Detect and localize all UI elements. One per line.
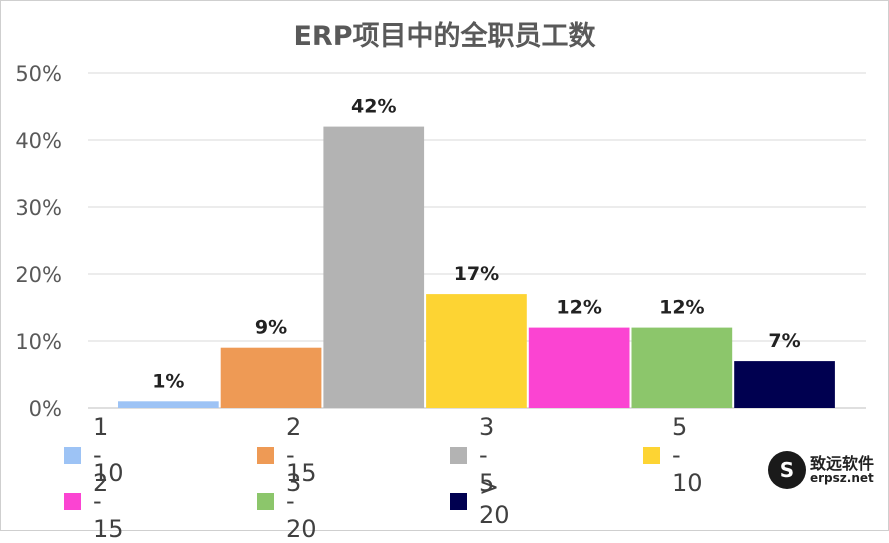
data-label: 1% [152,370,184,392]
data-label: 12% [659,297,704,319]
data-label: 17% [454,263,499,285]
bar [220,347,322,408]
legend-label: 15 - 20 [286,459,317,543]
y-tick-label: 0% [29,397,62,421]
legend-swatch [450,446,467,464]
legend-swatch [643,446,660,464]
legend-swatch [257,492,274,510]
bar [426,294,527,408]
data-label: 9% [255,317,287,339]
legend-swatch [450,492,467,510]
legend-label: > 20 [479,473,510,529]
legend-item: > 20 [450,473,510,529]
legend-swatch [257,446,274,464]
data-label: 42% [351,96,396,118]
legend-swatch [64,446,81,464]
watermark: S 致远软件 erpsz.net [768,445,883,495]
bar [734,361,835,408]
y-tick-label: 40% [15,129,62,153]
bar [528,327,630,408]
data-labels: 1% 9% 42% 17% 12% 12% 7% [152,96,800,393]
bar [631,327,733,408]
legend-swatch [64,492,81,510]
legend-item: 1 - 2 [64,413,108,497]
legend-label: 10 - 15 [93,459,124,543]
legend-item: 15 - 20 [257,459,317,543]
watermark-logo-icon: S [768,451,806,489]
y-tick-label: 30% [15,196,62,220]
legend-label: 2 - 3 [286,413,302,497]
data-label: 12% [556,297,601,319]
bar [323,126,425,408]
y-tick-label: 10% [15,330,62,354]
chart-title: ERP项目中的全职员工数 [293,21,596,52]
bars [118,126,835,408]
data-label: 7% [768,330,800,352]
watermark-url: erpsz.net [810,471,874,486]
legend-label: 1 - 2 [93,413,109,497]
legend-label: 5 - 10 [672,413,703,497]
legend-label: 3 - 5 [479,413,495,497]
legend-item: 10 - 15 [64,459,124,543]
bar [118,401,219,408]
y-tick-label: 50% [15,62,62,86]
y-axis-ticks: 0% 10% 20% 30% 40% 50% [15,62,62,421]
legend-item: 2 - 3 [257,413,301,497]
legend-item: 5 - 10 [643,413,703,497]
legend-item: 3 - 5 [450,413,494,497]
chart-frame [0,0,889,531]
y-tick-label: 20% [15,263,62,287]
bar-chart: 0% 10% 20% 30% 40% 50% 1% 9% 42% 17% 12% 12% 7% [15,62,866,421]
watermark-name: 致远软件 [810,453,875,473]
